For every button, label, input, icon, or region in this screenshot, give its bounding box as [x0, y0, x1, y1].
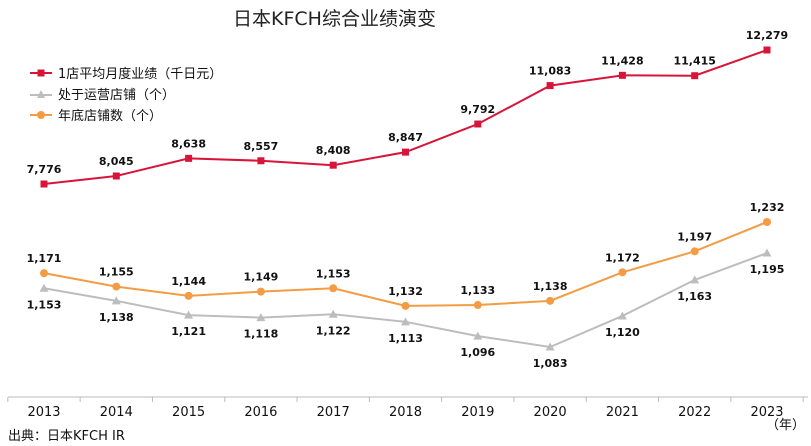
legend-label: 处于运营店铺（个）	[58, 88, 176, 103]
data-point	[39, 283, 49, 292]
data-label: 1,172	[605, 251, 640, 264]
data-point	[618, 268, 627, 277]
data-label: 1,153	[27, 298, 62, 311]
x-tick-label: 2014	[100, 405, 133, 420]
data-point	[329, 284, 338, 293]
x-tick-label: 2020	[534, 405, 567, 420]
data-point	[473, 301, 482, 310]
data-point	[40, 180, 48, 188]
data-label: 8,847	[388, 131, 423, 144]
legend-item-avg-sales: 1店平均月度业绩（千日元）	[30, 62, 222, 83]
legend-label: 年底店铺数（个）	[58, 109, 163, 124]
legend-item-year-end-stores: 年底店铺数（个）	[30, 104, 222, 125]
data-point	[328, 309, 338, 318]
data-point	[691, 72, 699, 80]
data-point	[184, 310, 194, 319]
data-point	[473, 331, 483, 340]
chart-title: 日本KFCH综合业绩演变	[233, 8, 436, 30]
data-point	[474, 120, 482, 128]
data-point	[545, 342, 555, 351]
data-point	[111, 296, 121, 305]
data-label: 1,132	[388, 285, 423, 298]
data-point	[690, 247, 699, 256]
data-point	[112, 282, 121, 291]
data-point	[690, 275, 700, 284]
data-label: 1,197	[677, 230, 712, 243]
data-point	[257, 157, 265, 165]
x-tick-label: 2015	[172, 405, 205, 420]
data-label: 11,415	[673, 55, 715, 68]
data-label: 1,120	[605, 326, 640, 339]
data-label: 1,149	[244, 271, 279, 284]
data-label: 11,428	[601, 54, 643, 67]
data-point	[401, 317, 410, 326]
data-label: 8,045	[99, 155, 134, 168]
data-label: 1,121	[171, 325, 206, 338]
data-point	[184, 291, 193, 300]
source-note: 出典：日本KFCH IR	[8, 429, 125, 444]
data-point	[763, 217, 771, 226]
data-label: 12,279	[746, 29, 788, 42]
x-axis-unit: （年）	[766, 418, 806, 433]
data-point	[546, 296, 555, 305]
data-point	[401, 301, 410, 310]
data-label: 9,792	[460, 103, 495, 116]
legend: 1店平均月度业绩（千日元） 处于运营店铺（个） 年底店铺数（个）	[30, 62, 222, 125]
data-label: 1,118	[244, 328, 279, 341]
x-tick-label: 2021	[606, 405, 639, 420]
x-tick-label: 2023	[750, 405, 783, 420]
data-label: 1,232	[750, 201, 785, 214]
data-label: 1,144	[171, 275, 206, 288]
data-point	[185, 154, 193, 162]
data-point	[256, 313, 266, 322]
data-label: 1,171	[27, 252, 62, 265]
x-tick-label: 2016	[244, 405, 277, 420]
data-point	[402, 148, 409, 156]
x-tick-label: 2019	[461, 405, 494, 420]
data-label: 8,408	[316, 144, 351, 157]
data-label: 1,195	[750, 263, 785, 276]
data-label: 1,133	[460, 284, 495, 297]
data-label: 1,163	[677, 290, 712, 303]
square-marker-icon	[30, 69, 52, 76]
x-tick-label: 2013	[27, 405, 60, 420]
data-label: 1,138	[533, 280, 568, 293]
data-point	[546, 82, 554, 90]
data-label: 8,638	[171, 137, 206, 150]
x-tick-label: 2017	[317, 405, 350, 420]
data-point	[762, 248, 772, 257]
data-point	[618, 71, 626, 79]
data-point	[112, 172, 120, 180]
data-label: 1,155	[99, 266, 134, 279]
data-label: 1,113	[388, 332, 423, 345]
data-label: 8,557	[244, 140, 279, 153]
data-point	[40, 269, 48, 278]
data-point	[763, 46, 771, 54]
legend-label: 1店平均月度业绩（千日元）	[58, 67, 223, 82]
data-label: 7,776	[27, 163, 62, 176]
triangle-marker-icon	[30, 89, 52, 98]
data-point	[329, 161, 337, 169]
data-label: 1,122	[316, 324, 351, 337]
data-label: 1,153	[316, 267, 351, 280]
data-label: 11,083	[529, 65, 571, 78]
x-tick-label: 2022	[678, 405, 711, 420]
data-label: 1,138	[99, 311, 134, 324]
data-label: 1,096	[460, 346, 495, 359]
x-tick-label: 2018	[389, 405, 422, 420]
data-point	[617, 311, 627, 320]
data-label: 1,083	[533, 357, 568, 370]
legend-item-operating-stores: 处于运营店铺（个）	[30, 83, 222, 104]
data-point	[256, 287, 265, 296]
circle-marker-icon	[30, 110, 52, 119]
